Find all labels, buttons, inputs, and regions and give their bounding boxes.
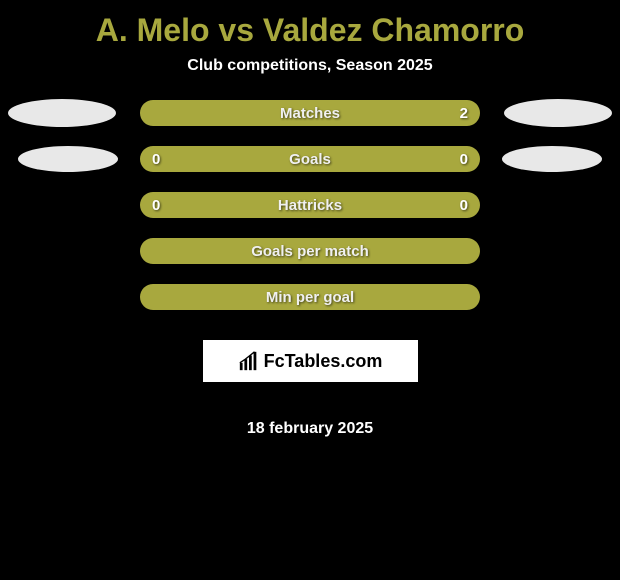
stat-row-goals: 0 Goals 0	[0, 146, 620, 172]
stat-bar: Goals per match	[140, 238, 480, 264]
stat-label: Goals per match	[251, 243, 369, 260]
page-subtitle: Club competitions, Season 2025	[0, 57, 620, 100]
player-right-avatar	[502, 146, 602, 172]
logo-label: FcTables.com	[264, 351, 383, 372]
stat-label: Goals	[289, 151, 331, 168]
player-left-avatar	[8, 99, 116, 127]
stat-value-left: 0	[152, 151, 160, 168]
player-left-avatar	[18, 146, 118, 172]
stat-row-min-per-goal: Min per goal	[0, 284, 620, 310]
stat-label: Min per goal	[266, 289, 354, 306]
stat-bar: 0 Hattricks 0	[140, 192, 480, 218]
chart-icon	[238, 350, 260, 372]
stat-row-matches: Matches 2	[0, 100, 620, 126]
stat-bar: Min per goal	[140, 284, 480, 310]
footer-date: 18 february 2025	[247, 420, 373, 438]
player-right-avatar	[504, 99, 612, 127]
stat-row-goals-per-match: Goals per match	[0, 238, 620, 264]
logo-text: FcTables.com	[238, 350, 383, 372]
page-title: A. Melo vs Valdez Chamorro	[0, 0, 620, 57]
logo-container[interactable]: FcTables.com	[203, 340, 418, 382]
stats-content: Matches 2 0 Goals 0 0 Hattricks 0 Goals …	[0, 100, 620, 438]
stat-row-hattricks: 0 Hattricks 0	[0, 192, 620, 218]
stat-value-right: 0	[460, 151, 468, 168]
stat-value-left: 0	[152, 197, 160, 214]
stat-label: Hattricks	[278, 197, 342, 214]
stat-value-right: 0	[460, 197, 468, 214]
stat-bar: 0 Goals 0	[140, 146, 480, 172]
stat-label: Matches	[280, 105, 340, 122]
stat-bar: Matches 2	[140, 100, 480, 126]
stat-value-right: 2	[460, 105, 468, 122]
